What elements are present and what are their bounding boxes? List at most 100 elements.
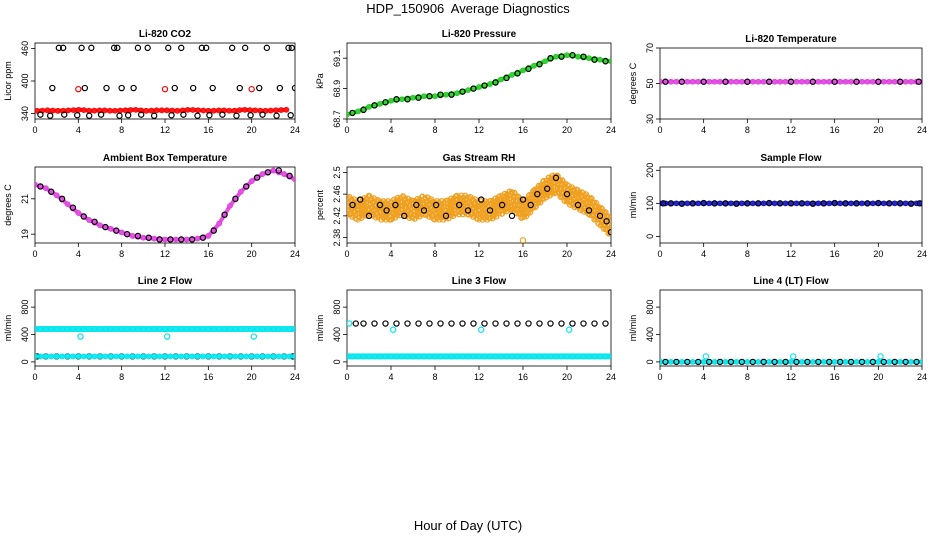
data-point	[662, 358, 669, 366]
data-point	[700, 199, 707, 207]
data-point	[61, 111, 68, 118]
data-point	[547, 353, 554, 360]
data-point	[276, 84, 284, 92]
x-tick-label: 8	[745, 249, 750, 259]
plot-area	[660, 78, 922, 85]
data-point	[198, 44, 206, 52]
data-point	[809, 200, 817, 207]
data-point	[263, 44, 271, 52]
data-point	[481, 353, 488, 360]
data-point	[37, 326, 44, 332]
data-point	[232, 195, 239, 203]
data-point	[259, 171, 266, 177]
data-point	[448, 91, 455, 98]
x-tick-label: 16	[203, 125, 213, 135]
y-axis-label: ml/min	[3, 315, 13, 342]
data-point	[547, 320, 554, 327]
data-point	[377, 353, 383, 360]
data-point	[86, 326, 93, 332]
data-point	[360, 353, 367, 360]
data-point	[476, 84, 482, 90]
y-tick-label: 2.38	[332, 229, 342, 247]
data-point	[498, 76, 504, 83]
data-point	[59, 353, 65, 360]
x-tick-label: 24	[917, 249, 927, 259]
x-tick-label: 4	[388, 372, 393, 382]
y-tick-label: 0	[332, 359, 342, 364]
data-point	[250, 333, 258, 340]
data-point	[118, 353, 125, 360]
data-point	[399, 353, 405, 360]
data-point	[487, 81, 493, 87]
data-point	[437, 320, 444, 327]
data-point	[875, 78, 882, 85]
data-point	[596, 212, 604, 220]
x-tick-label: 8	[745, 125, 750, 135]
x-tick-label: 24	[290, 372, 300, 382]
data-point	[144, 44, 151, 52]
data-point	[118, 326, 125, 332]
data-point	[91, 218, 98, 225]
y-tick-label: 400	[20, 73, 30, 88]
data-point	[161, 85, 169, 93]
data-point	[256, 84, 263, 92]
x-tick-label: 8	[119, 372, 124, 382]
y-tick-label: 0	[20, 359, 30, 364]
data-point	[248, 178, 255, 185]
data-point	[602, 58, 609, 65]
chart-title: Ambient Box Temperature	[103, 153, 228, 164]
data-point	[602, 353, 609, 360]
data-point	[107, 353, 114, 360]
data-point	[275, 353, 282, 360]
data-point	[200, 353, 206, 360]
data-point	[531, 62, 537, 69]
data-point	[916, 200, 922, 207]
data-point	[75, 353, 82, 360]
data-point	[520, 67, 526, 74]
data-point	[247, 111, 254, 119]
data-point	[259, 326, 266, 332]
x-tick-label: 12	[474, 125, 484, 135]
data-point	[660, 200, 663, 207]
data-point	[514, 70, 521, 77]
data-point	[464, 207, 472, 214]
x-tick-label: 12	[160, 372, 170, 382]
data-point	[134, 44, 142, 52]
data-point	[110, 44, 118, 52]
chart-title: Line 3 Flow	[452, 276, 507, 287]
data-point	[189, 84, 197, 92]
data-point	[580, 353, 587, 360]
data-point	[221, 326, 228, 332]
data-point	[259, 111, 266, 118]
x-tick-label: 0	[32, 125, 37, 135]
data-point	[199, 234, 207, 241]
data-point	[722, 200, 729, 207]
data-point	[478, 196, 485, 203]
y-tick-label: 30	[645, 114, 655, 124]
data-point	[559, 177, 565, 183]
data-point	[574, 201, 582, 209]
data-point	[558, 353, 565, 360]
data-point	[189, 326, 195, 332]
x-tick-label: 16	[203, 372, 213, 382]
data-point	[586, 353, 592, 360]
data-point	[107, 326, 114, 332]
series-line	[35, 107, 289, 113]
data-point	[415, 353, 422, 360]
data-point	[347, 204, 350, 210]
data-point	[390, 326, 397, 333]
data-point	[760, 358, 767, 366]
data-point	[64, 326, 71, 332]
data-point	[826, 358, 833, 366]
data-point	[357, 196, 364, 203]
data-point	[116, 112, 123, 119]
data-point	[563, 190, 571, 198]
x-tick-label: 0	[344, 249, 349, 259]
data-point	[404, 320, 411, 327]
data-point	[140, 353, 147, 360]
data-point	[607, 213, 611, 219]
data-point	[48, 353, 55, 360]
data-point	[804, 358, 811, 366]
data-point	[281, 326, 288, 332]
data-point	[787, 78, 795, 85]
